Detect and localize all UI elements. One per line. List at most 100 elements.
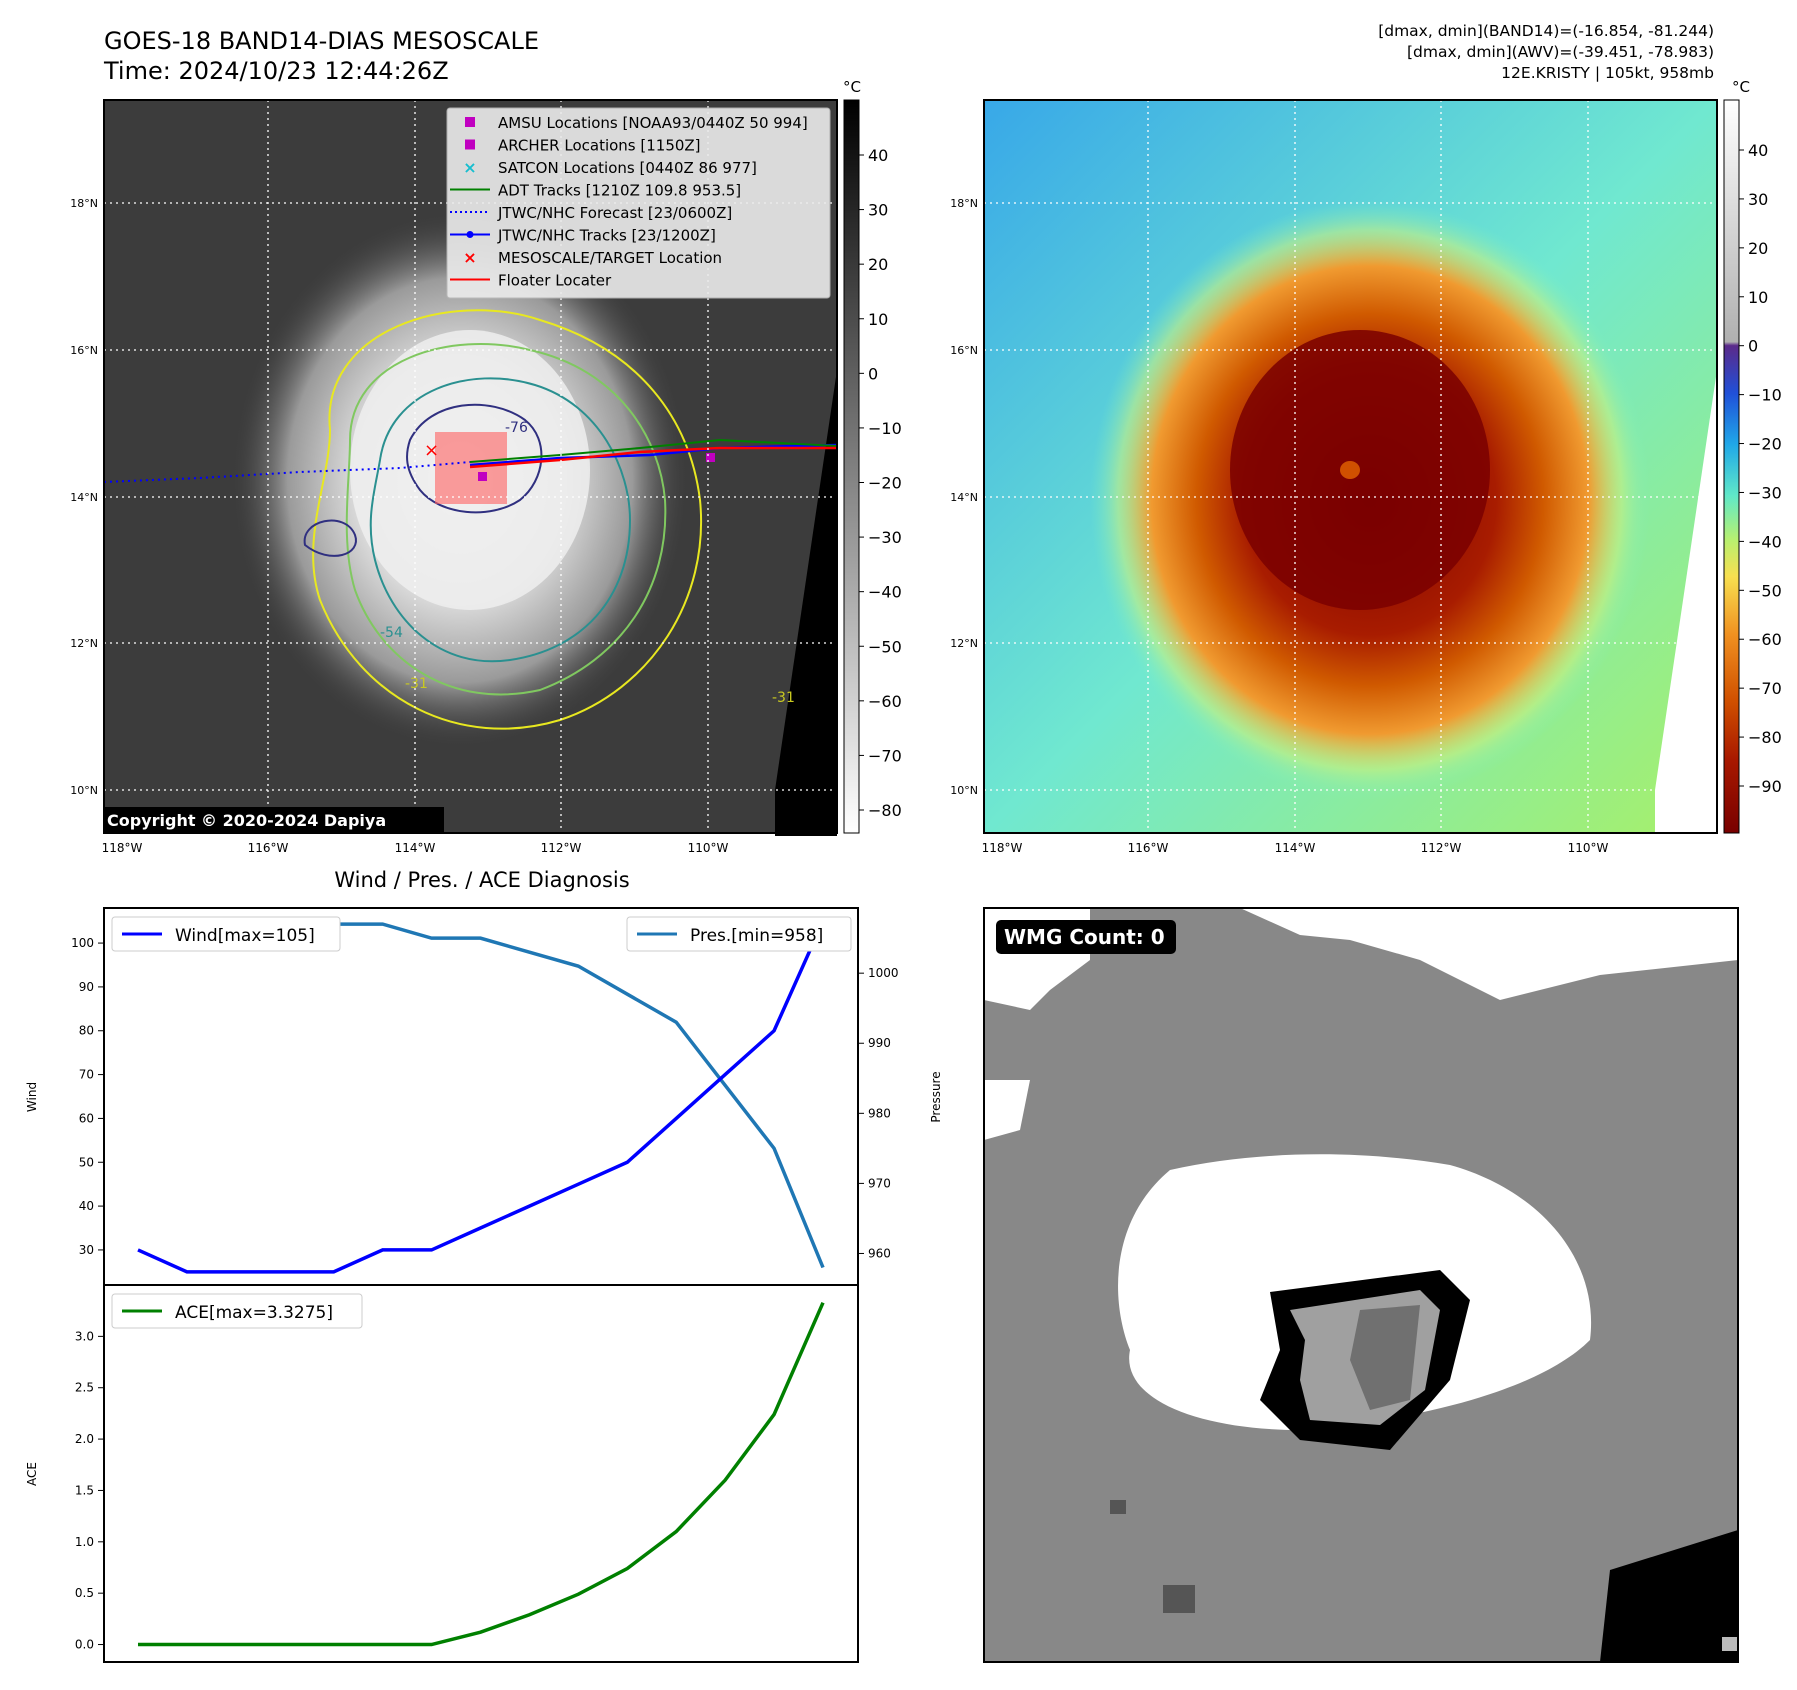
colorbar-tick-label: −10 (868, 419, 902, 438)
colorbar-tick-label: −90 (1748, 777, 1782, 796)
wind-tick-label: 40 (79, 1199, 94, 1213)
ace-tick-label: 3.0 (75, 1329, 94, 1343)
jtwc-forecast-track (103, 461, 471, 483)
lat-label: 18°N (950, 197, 978, 210)
legend-marker (466, 231, 474, 238)
lat-label: 16°N (70, 344, 98, 357)
colorbar-tick-label: −50 (868, 637, 902, 656)
copyright: Copyright © 2020-2024 Dapiya (107, 811, 386, 830)
legend-row: JTWC/NHC Tracks [23/1200Z] (450, 227, 716, 245)
legend-label: ADT Tracks [1210Z 109.8 953.5] (498, 182, 741, 200)
colorbar-tick-label: −70 (1748, 679, 1782, 698)
color-colorbar: °C 40 30 20 10 0 −10 −20 −30 −40 −50 −60 −70 −80 −90 (1723, 78, 1782, 834)
lon-label: 118°W (982, 841, 1023, 855)
wind-legend: Wind[max=105] (111, 916, 341, 952)
pressure-tick-label: 1000 (868, 966, 899, 980)
colorbar-tick-label: −50 (1748, 581, 1782, 600)
pressure-tick-label: 980 (868, 1106, 891, 1120)
ace-tick-label: 0.0 (75, 1638, 94, 1652)
wind-tick-label: 70 (79, 1068, 94, 1082)
legend-label: MESOSCALE/TARGET Location (498, 249, 722, 267)
legend-marker (465, 117, 475, 127)
legend-row: JTWC/NHC Forecast [23/0600Z] (450, 204, 732, 222)
lat-label: 10°N (950, 784, 978, 797)
lon-label: 110°W (1568, 841, 1609, 855)
legend-row: × SATCON Locations [0440Z 86 977] (463, 158, 757, 177)
legend-label: ARCHER Locations [1150Z] (498, 137, 701, 155)
ace-legend: ACE[max=3.3275] (111, 1293, 363, 1329)
storm-eye (1340, 461, 1360, 479)
legend-label: JTWC/NHC Forecast [23/0600Z] (497, 204, 732, 222)
colorbar-tick-label: −30 (868, 528, 902, 547)
ace-axis-label: ACE (25, 1462, 39, 1486)
lat-label: 10°N (70, 784, 98, 797)
target-marker: × (424, 440, 439, 461)
figure-title-line1: GOES-18 BAND14-DIAS MESOSCALE (104, 27, 540, 55)
colorbar-tick-label: −60 (868, 692, 902, 711)
chart-title: Wind / Pres. / ACE Diagnosis (334, 868, 629, 892)
pressure-tick-label: 960 (868, 1246, 891, 1260)
contour-label: -54 (380, 625, 403, 641)
wind-axis-label: Wind (25, 1082, 39, 1112)
wind-tick-label: 90 (79, 980, 94, 994)
ace-chart: ACE 0.0 0.5 1.0 1.5 2.0 2.5 3.0 ACE[max=3.3275… (25, 1284, 859, 1663)
wind-tick-label: 100 (71, 936, 94, 950)
pressure-axis-label: Pressure (929, 1071, 943, 1122)
colorbar-tick-label: −30 (1748, 483, 1782, 502)
ace-tick-label: 0.5 (75, 1586, 94, 1600)
colorbar-unit: °C (843, 78, 861, 96)
gray-colorbar: °C 40 30 20 10 0 −10 −20 −30 −40 −50 −60 −70 −80 (843, 78, 902, 834)
colorbar-tick-label: −60 (1748, 630, 1782, 649)
wind-line (137, 920, 825, 1274)
lon-label: 114°W (1275, 841, 1316, 855)
colorbar-tick-label: 30 (1748, 190, 1768, 209)
colorbar-tick-label: −10 (1748, 386, 1782, 405)
ace-line (138, 1302, 825, 1647)
info-line3: 12E.KRISTY | 105kt, 958mb (1501, 64, 1714, 82)
figure-title-line2: Time: 2024/10/23 12:44:26Z (104, 57, 449, 85)
legend-label: Floater Locater (498, 272, 612, 290)
wind-tick-label: 60 (79, 1111, 94, 1125)
ace-tick-label: 1.5 (75, 1483, 94, 1497)
colorbar-tick-label: 10 (1748, 288, 1768, 307)
archer-marker (478, 472, 487, 481)
wmg-panel: WMG Count: 0 (983, 907, 1739, 1663)
wind-legend-label: Wind[max=105] (175, 926, 315, 946)
legend-marker: × (463, 158, 476, 177)
contour-label: -31 (772, 690, 795, 706)
colorbar-unit: °C (1732, 78, 1750, 96)
legend-label: SATCON Locations [0440Z 86 977] (498, 159, 757, 177)
colorbar-tick-label: 20 (1748, 239, 1768, 258)
lon-label: 116°W (248, 841, 289, 855)
lat-label: 12°N (950, 637, 978, 650)
colorbar-tick-label: −40 (1748, 532, 1782, 551)
lon-label: 118°W (102, 841, 143, 855)
legend-marker: × (463, 248, 476, 267)
colorbar-tick-label: 40 (1748, 141, 1768, 160)
ace-legend-label: ACE[max=3.3275] (175, 1303, 333, 1323)
wmg-count-badge: WMG Count: 0 (1004, 925, 1165, 949)
ace-tick-label: 2.5 (75, 1381, 94, 1395)
contour-label: -31 (405, 676, 428, 692)
wind-tick-label: 30 (79, 1243, 94, 1257)
ace-tick-label: 1.0 (75, 1535, 94, 1549)
legend-row: ARCHER Locations [1150Z] (465, 137, 701, 155)
legend-marker (465, 139, 475, 150)
pressure-tick-label: 990 (868, 1036, 891, 1050)
adt-track (469, 438, 838, 463)
lon-label: 116°W (1128, 841, 1169, 855)
colorbar-tick-label: 0 (1748, 337, 1758, 356)
contour-label: -76 (505, 420, 528, 436)
legend-label: AMSU Locations [NOAA93/0440Z 50 994] (498, 114, 808, 132)
wind-tick-label: 50 (79, 1155, 94, 1169)
info-line1: [dmax, dmin](BAND14)=(-16.854, -81.244) (1378, 22, 1714, 40)
lat-label: 14°N (950, 491, 978, 504)
lat-label: 16°N (950, 344, 978, 357)
ace-tick-label: 2.0 (75, 1432, 94, 1446)
lat-label: 14°N (70, 491, 98, 504)
floater-track (469, 446, 837, 469)
legend-row: ADT Tracks [1210Z 109.8 953.5] (450, 182, 741, 200)
pressure-legend: Pres.[min=958] (626, 916, 852, 952)
amsu-marker (706, 453, 715, 462)
lon-label: 112°W (541, 841, 582, 855)
